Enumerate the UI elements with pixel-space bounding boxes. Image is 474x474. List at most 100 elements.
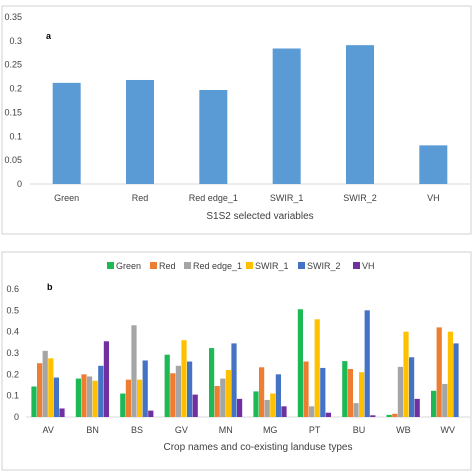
panel-a-y-tick: 0.2 [9, 84, 22, 94]
panel-b-bar-mn-vh [237, 398, 243, 417]
panel-a-x-category: SWIR_2 [343, 193, 377, 203]
panel-b-bar-bs-swir-1 [137, 379, 143, 417]
panel-b-bar-bs-swir-2 [142, 360, 148, 417]
panel-a-x-category: Red [132, 193, 149, 203]
panel-b-x-categories: AV BN BS GV MN MG PT BU WB WV [43, 425, 456, 435]
panel-b-bar-gv-vh [192, 394, 198, 417]
panel-b-bar-wv-swir-2 [453, 343, 459, 417]
panel-a-x-title: S1S2 selected variables [206, 211, 313, 222]
panel-b-bar-av-swir-2 [53, 377, 59, 417]
legend-label-swir-2: SWIR_2 [307, 261, 341, 271]
panel-b-bar-mn-swir-2 [231, 343, 237, 417]
panel-b-bar-wb-green [386, 414, 392, 417]
panel-b-y-tick: 0.6 [6, 284, 19, 294]
panel-b-bar-wv-green [431, 390, 437, 417]
panel-b-bar-av-green [31, 386, 37, 417]
legend-label-red-edge-1: Red edge_1 [193, 261, 242, 271]
panel-a-bar-green [52, 82, 81, 184]
legend-swatch-green [107, 262, 114, 269]
panel-a-x-category: Green [54, 193, 79, 203]
legend-label-red: Red [159, 261, 176, 271]
panel-b-legend: Green Red Red edge_1 SWIR_1 SWIR_2 VH [107, 261, 375, 271]
panel-b-bar-pt-red-edge-1 [309, 406, 315, 417]
panel-a-y-tick: 0.35 [4, 12, 22, 22]
panel-b-bar-pt-swir-2 [320, 367, 326, 417]
legend-swatch-swir-2 [298, 262, 305, 269]
panel-b-bar-mn-red [214, 386, 220, 417]
panel-a-frame [1, 5, 472, 235]
panel-b-bar-bu-swir-1 [359, 372, 365, 417]
panel-a-label: a [46, 31, 52, 41]
panel-b-bars [31, 309, 459, 417]
panel-b-bar-bn-red [81, 374, 87, 417]
panel-b-bar-bs-red [125, 379, 131, 417]
panel-a-bar-vh [419, 145, 448, 184]
panel-b-bar-bs-green [120, 393, 126, 417]
panel-b-bar-bu-red [347, 369, 353, 417]
panel-b-bar-wb-red-edge-1 [397, 366, 403, 417]
panel-b-bar-pt-vh [325, 412, 331, 417]
panel-b-x-category: GV [175, 425, 188, 435]
panel-b-bar-bn-vh [103, 341, 109, 417]
legend-swatch-swir-1 [246, 262, 253, 269]
panel-b-bar-gv-red [170, 373, 176, 417]
panel-a-x-category: SWIR_1 [270, 193, 304, 203]
panel-b-bar-wb-swir-2 [409, 357, 415, 417]
panel-b-x-category: BN [86, 425, 99, 435]
panel-a: a 0 0.05 0.1 0.15 0.2 0.25 0.3 0.35 Green Red Red… [1, 5, 472, 235]
panel-b-y-tick: 0.2 [6, 369, 19, 379]
panel-b-bar-gv-red-edge-1 [175, 365, 181, 417]
panel-b-x-category: AV [43, 425, 54, 435]
panel-b-bar-av-red-edge-1 [42, 350, 48, 417]
panel-b-bar-gv-swir-2 [187, 361, 193, 417]
panel-b-y-tick: 0.4 [6, 327, 19, 337]
legend-label-vh: VH [362, 261, 375, 271]
panel-b-bar-mn-swir-1 [225, 370, 231, 417]
panel-b-bar-bs-vh [148, 410, 154, 417]
panel-b-bar-mg-vh [281, 406, 287, 417]
panel-b-bar-bn-swir-1 [92, 380, 98, 417]
panel-b-bar-bn-swir-2 [98, 365, 104, 417]
panel-b-x-category: WV [441, 425, 456, 435]
panel-b-frame [1, 251, 472, 471]
panel-b-x-title: Crop names and co-existing landuse types [164, 442, 353, 453]
panel-b-bar-wv-red-edge-1 [442, 383, 448, 417]
panel-b-bar-mg-red [259, 367, 265, 417]
panel-b-bar-pt-red [303, 361, 309, 417]
panel-b-bar-mg-swir-2 [275, 374, 281, 417]
panel-b-bar-av-red [37, 363, 43, 417]
panel-b-bar-bu-vh [370, 415, 376, 417]
panel-b-bar-mg-swir-1 [270, 393, 276, 417]
panel-a-y-tick: 0.15 [4, 107, 22, 117]
legend-swatch-red-edge-1 [184, 262, 191, 269]
panel-b-bar-bu-swir-2 [364, 310, 370, 417]
panel-b-bar-gv-green [164, 354, 170, 417]
panel-b-bar-wb-vh [414, 398, 420, 417]
panel-b-bar-mn-red-edge-1 [220, 378, 226, 417]
panel-a-y-tick: 0.3 [9, 36, 22, 46]
panel-b-label: b [47, 282, 53, 292]
panel-b-y-tick: 0.3 [6, 348, 19, 358]
panel-a-bar-swir-1 [272, 48, 301, 185]
panel-b-bar-bu-red-edge-1 [353, 403, 359, 417]
legend-label-swir-1: SWIR_1 [255, 261, 289, 271]
panel-b-bar-av-vh [59, 408, 65, 417]
panel-a-x-category: Red edge_1 [189, 193, 238, 203]
panel-b-x-category: BS [131, 425, 143, 435]
panel-b-bar-wb-swir-1 [403, 331, 409, 417]
panel-a-bar-swir-2 [346, 45, 374, 184]
panel-b-bar-mg-red-edge-1 [264, 399, 270, 417]
panel-b-bar-bs-red-edge-1 [131, 325, 137, 417]
panel-a-y-tick: 0 [17, 179, 22, 189]
panel-b-y-ticks: 0 0.1 0.2 0.3 0.4 0.5 0.6 [6, 284, 19, 422]
panel-b-x-category: MN [219, 425, 233, 435]
panel-b-y-tick: 0.5 [6, 305, 19, 315]
panel-a-y-tick: 0.1 [9, 131, 22, 141]
panel-a-y-tick: 0.05 [4, 155, 22, 165]
panel-b-x-category: WB [396, 425, 411, 435]
panel-a-bar-red-edge-1 [199, 90, 228, 184]
panel-b-y-tick: 0 [14, 412, 19, 422]
legend-label-green: Green [116, 261, 141, 271]
legend-swatch-red [150, 262, 157, 269]
